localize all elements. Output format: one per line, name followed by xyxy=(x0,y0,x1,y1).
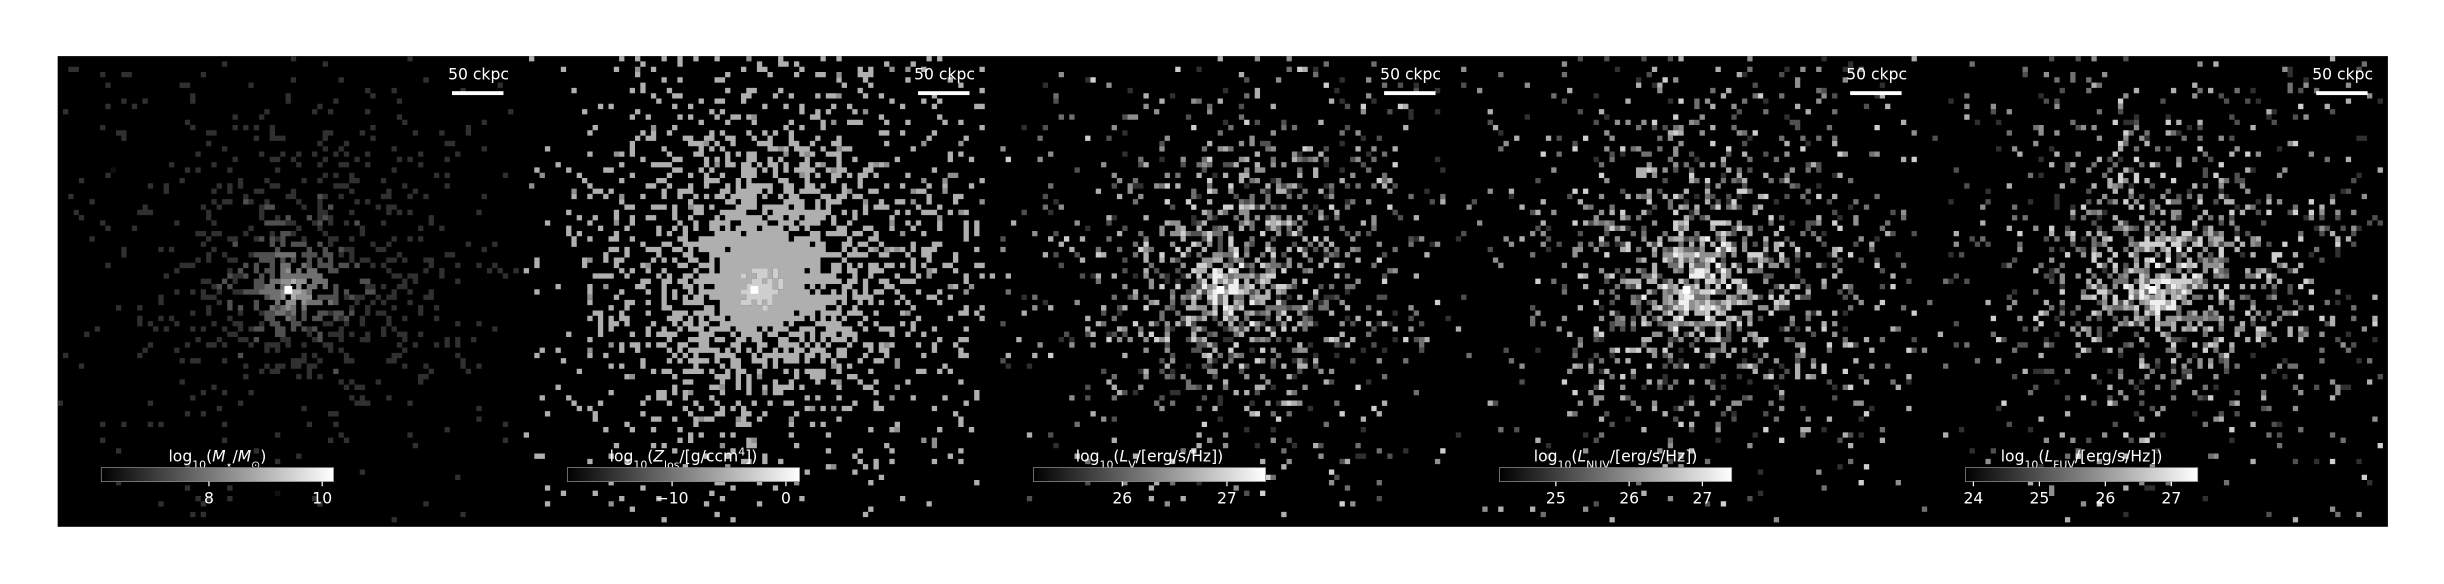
colorbar-label-part: log xyxy=(610,447,634,465)
image-pixels xyxy=(259,252,334,322)
colorbar-tick-label: 26 xyxy=(1619,489,1639,507)
image-core xyxy=(1216,285,1225,294)
image-core xyxy=(284,285,293,294)
colorbar-label-part: ]) xyxy=(745,447,757,465)
image-pixels xyxy=(216,193,376,375)
colorbar-label-part: ( xyxy=(1113,447,1119,465)
image-core xyxy=(2148,285,2157,294)
colorbar xyxy=(1965,467,2199,482)
panel: 50 ckpc log10(LNUV/[erg/s/Hz]) 25 26 27 xyxy=(1455,56,1917,523)
colorbar-label: log10(LNUV/[erg/s/Hz]) xyxy=(1534,447,1698,470)
colorbar-label-part: log xyxy=(168,447,192,465)
colorbar-label-part: ( xyxy=(647,447,653,465)
colorbar-label-part: / xyxy=(232,447,238,465)
colorbar-tick-label: 24 xyxy=(1963,489,1983,507)
image-pixels xyxy=(1921,61,2373,518)
colorbar-label-part: Z xyxy=(652,447,664,465)
panel: 50 ckpc log10(LV/[erg/s/Hz]) 26 27 xyxy=(989,56,1451,518)
colorbar-label-part: M xyxy=(212,447,226,465)
colorbar-tick-label: 10 xyxy=(312,489,332,507)
scale-bar xyxy=(1384,91,1436,96)
image-pixels xyxy=(523,56,985,523)
colorbar xyxy=(1033,467,1267,482)
colorbar-label-part: 4 xyxy=(738,445,745,458)
image-core xyxy=(1682,285,1691,294)
colorbar xyxy=(566,467,800,482)
colorbar-label-part: L xyxy=(1120,447,1129,465)
colorbar-label-part: ⊙ xyxy=(251,458,260,471)
scale-bar xyxy=(2316,91,2368,96)
colorbar-tick-label: 25 xyxy=(2029,489,2049,507)
colorbar xyxy=(100,467,334,482)
colorbar-label-part: /[erg/s/Hz]) xyxy=(2075,447,2163,465)
colorbar-label: log10(M⋆/M⊙) xyxy=(168,447,266,470)
colorbar-tick-label: 27 xyxy=(1217,489,1237,507)
colorbar-label-part: /[g/ccm xyxy=(679,447,738,465)
colorbar-label-part: /[erg/s/Hz]) xyxy=(1136,447,1224,465)
scale-bar xyxy=(452,91,504,96)
colorbar-label: log10(Zlos/[g/ccm4]) xyxy=(610,445,758,471)
image-pixels xyxy=(1000,77,1435,502)
panel: 50 ckpc log10(M⋆/M⊙) 8 10 xyxy=(57,56,519,523)
colorbar-tick-label: 25 xyxy=(1546,489,1566,507)
scale-bar-label: 50 ckpc xyxy=(914,65,975,83)
colorbar-tick-label: 0 xyxy=(781,489,791,507)
colorbar-tick-label: 27 xyxy=(1692,489,1712,507)
colorbar-tick-label: 26 xyxy=(1112,489,1132,507)
image-pixels xyxy=(1000,56,1441,507)
colorbar-label-part: log xyxy=(1076,447,1100,465)
scale-bar-label: 50 ckpc xyxy=(1380,65,1441,83)
colorbar-label-part: ) xyxy=(260,447,266,465)
colorbar-label-part: ( xyxy=(206,447,212,465)
colorbar-label-part: ( xyxy=(1571,447,1577,465)
colorbar-label-part: /[erg/s/Hz]) xyxy=(1610,447,1698,465)
image-core xyxy=(750,285,759,294)
scale-bar xyxy=(918,91,970,96)
scale-bar-label: 50 ckpc xyxy=(448,65,509,83)
image-pixels xyxy=(1641,236,1748,332)
image-pixels xyxy=(1005,66,1451,486)
colorbar-label-part: M xyxy=(238,447,252,465)
colorbar-label-part: L xyxy=(2044,447,2053,465)
colorbar-tick-label: −10 xyxy=(656,489,689,507)
image-pixels xyxy=(1201,252,1255,327)
scale-bar xyxy=(1850,91,1902,96)
colorbar-label-part: ( xyxy=(2038,447,2044,465)
colorbar-label-part: ⋆ xyxy=(226,458,233,471)
scale-bar-label: 50 ckpc xyxy=(2312,65,2373,83)
colorbar-label-part: V xyxy=(1128,458,1136,471)
image-pixels xyxy=(740,268,784,311)
colorbar-label-part: log xyxy=(1534,447,1558,465)
panel: 50 ckpc log10(Zlos/[g/ccm4]) −10 0 xyxy=(523,56,985,523)
colorbar-tick-label: 8 xyxy=(204,489,214,507)
colorbar-label-part: log xyxy=(2001,447,2025,465)
colorbar-label: log10(LV/[erg/s/Hz]) xyxy=(1076,447,1223,470)
colorbar-label-part: L xyxy=(1577,447,1586,465)
scale-bar-label: 50 ckpc xyxy=(1846,65,1907,83)
colorbar xyxy=(1499,467,1733,482)
colorbar-tick-label: 27 xyxy=(2161,489,2181,507)
colorbar-tick-label: 26 xyxy=(2095,489,2115,507)
